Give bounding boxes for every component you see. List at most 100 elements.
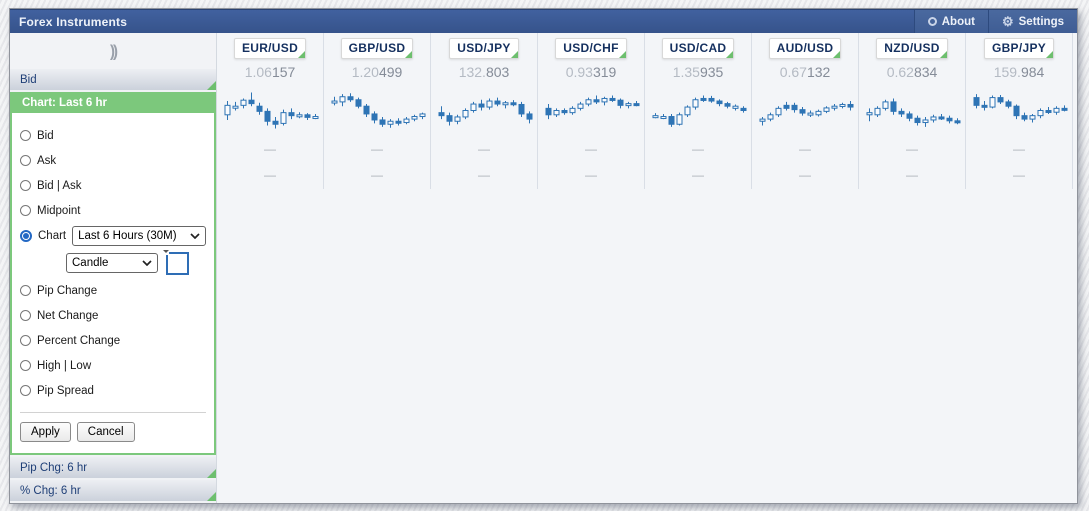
pip-chg-row-label: Pip Chg: 6 hr — [20, 461, 88, 474]
period-select[interactable]: Last 6 Hours (30M) — [72, 225, 206, 246]
price-big-figure: 0.67 — [779, 64, 807, 80]
bid-price-cell: 1.35935 — [645, 61, 751, 85]
chart-style-select[interactable]: Candle — [66, 253, 158, 273]
radio-net-change-label: Net Change — [37, 309, 99, 322]
sidebar-row-bid[interactable]: Bid — [10, 69, 216, 90]
pip-change-cell: — — [264, 142, 276, 156]
bid-row-label: Bid — [20, 73, 37, 86]
candlestick-chart[interactable] — [538, 85, 644, 137]
pair-column: GBP/USD 1.20499 — — — [324, 33, 431, 189]
percent-change-cell: — — [264, 168, 276, 182]
pip-change-cell: — — [371, 142, 383, 156]
pair-header-cell: NZD/USD — [859, 33, 965, 61]
candlestick-chart[interactable] — [966, 85, 1072, 137]
bid-price-cell: 0.67132 — [752, 61, 858, 85]
option-row-chart: Chart Last 6 Hours (30M) — [20, 223, 206, 248]
radio-midpoint[interactable] — [20, 205, 31, 216]
forex-app-window: Forex Instruments About ⚙ Settings )) Bi… — [9, 8, 1078, 504]
bid-price-cell: 132.803 — [431, 61, 537, 85]
percent-change-cell: — — [692, 168, 704, 182]
radio-bid[interactable] — [20, 130, 31, 141]
resize-corner-icon — [618, 51, 626, 58]
chart-panel-body: Bid Ask Bid | Ask Midpoint — [12, 113, 214, 453]
option-row-percent-change: Percent Change — [20, 328, 206, 353]
candlestick-svg — [973, 94, 1068, 123]
radio-ask[interactable] — [20, 155, 31, 166]
price-pips: 803 — [485, 64, 510, 80]
chart-panel-header[interactable]: Chart: Last 6 hr — [12, 92, 214, 113]
option-row-midpoint: Midpoint — [20, 198, 206, 223]
apply-button[interactable]: Apply — [20, 422, 71, 442]
pair-header-button[interactable]: GBP/JPY — [983, 38, 1055, 59]
pair-header-cell: AUD/USD — [752, 33, 858, 61]
pair-symbol: NZD/USD — [884, 41, 940, 55]
candlestick-chart[interactable] — [431, 85, 537, 137]
candlestick-svg — [866, 98, 961, 127]
radio-pip-change[interactable] — [20, 285, 31, 296]
pair-column: GBP/JPY 159.984 — — — [966, 33, 1073, 189]
chart-style-select-value: Candle — [72, 257, 109, 269]
bid-price-cell: 0.93319 — [538, 61, 644, 85]
percent-change-cell: — — [799, 168, 811, 182]
sidebar-collapse-row: )) — [10, 33, 216, 69]
cancel-button[interactable]: Cancel — [76, 422, 135, 442]
color-dropdown-arrow-icon — [161, 247, 169, 255]
option-row-ask: Ask — [20, 148, 206, 173]
pair-symbol: EUR/USD — [241, 41, 299, 55]
pip-change-cell: — — [692, 142, 704, 156]
candlestick-chart[interactable] — [324, 85, 430, 137]
pair-header-button[interactable]: GBP/USD — [340, 38, 414, 59]
percent-change-cell: — — [906, 168, 918, 182]
sidebar-row-pip-chg[interactable]: Pip Chg: 6 hr — [10, 457, 216, 478]
pair-header-button[interactable]: EUR/USD — [233, 38, 307, 59]
pair-column: USD/JPY 132.803 — — — [431, 33, 538, 189]
pip-change-cell: — — [585, 142, 597, 156]
period-select-value: Last 6 Hours (30M) — [78, 229, 177, 242]
radio-high-low[interactable] — [20, 360, 31, 371]
pair-header-button[interactable]: USD/CAD — [661, 38, 735, 59]
candlestick-chart[interactable] — [859, 85, 965, 137]
bid-price-cell: 159.984 — [966, 61, 1072, 85]
candlestick-chart[interactable] — [217, 85, 323, 137]
resize-corner-icon[interactable] — [207, 81, 216, 90]
collapse-sidebar-icon[interactable]: )) — [110, 41, 118, 61]
pair-header-button[interactable]: USD/CHF — [555, 38, 627, 59]
about-button[interactable]: About — [913, 10, 988, 33]
price-big-figure: 159. — [993, 64, 1021, 80]
radio-percent-change[interactable] — [20, 335, 31, 346]
price-big-figure: 0.62 — [886, 64, 914, 80]
pair-column: USD/CHF 0.93319 — — — [538, 33, 645, 189]
radio-percent-change-label: Percent Change — [37, 334, 121, 347]
pair-symbol: GBP/JPY — [991, 41, 1047, 55]
pair-header-button[interactable]: NZD/USD — [876, 38, 948, 59]
option-row-bid-ask: Bid | Ask — [20, 173, 206, 198]
radio-high-low-label: High | Low — [37, 359, 92, 372]
price-pips: 935 — [699, 64, 724, 80]
pair-columns: EUR/USD 1.06157 — — GBP/USD 1.20499 — — … — [217, 33, 1077, 189]
resize-corner-icon[interactable] — [207, 492, 216, 501]
percent-change-cell: — — [371, 168, 383, 182]
radio-net-change[interactable] — [20, 310, 31, 321]
pair-header-button[interactable]: AUD/USD — [768, 38, 842, 59]
price-big-figure: 132. — [458, 64, 486, 80]
radio-chart[interactable] — [20, 229, 32, 242]
resize-corner-icon[interactable] — [207, 469, 216, 478]
pip-change-cell: — — [799, 142, 811, 156]
sidebar: )) Bid Chart: Last 6 hr Bid Ask — [10, 33, 216, 503]
chart-panel-title: Chart: Last 6 hr — [22, 96, 107, 109]
radio-pip-spread[interactable] — [20, 385, 31, 396]
sidebar-row-pct-chg[interactable]: % Chg: 6 hr — [10, 480, 216, 501]
percent-change-cell: — — [585, 168, 597, 182]
candlestick-chart[interactable] — [752, 85, 858, 137]
candlestick-svg — [438, 97, 533, 126]
radio-ask-label: Ask — [37, 154, 57, 167]
chart-color-picker-button[interactable] — [161, 247, 189, 275]
app-title: Forex Instruments — [19, 14, 128, 29]
candlestick-chart[interactable] — [645, 85, 751, 137]
instruments-grid: EUR/USD 1.06157 — — GBP/USD 1.20499 — — … — [216, 33, 1077, 503]
settings-button[interactable]: ⚙ Settings — [987, 10, 1077, 33]
candlestick-svg — [652, 95, 747, 127]
pair-header-button[interactable]: USD/JPY — [449, 38, 519, 59]
chevron-down-icon — [142, 260, 152, 266]
radio-bid-ask[interactable] — [20, 180, 31, 191]
